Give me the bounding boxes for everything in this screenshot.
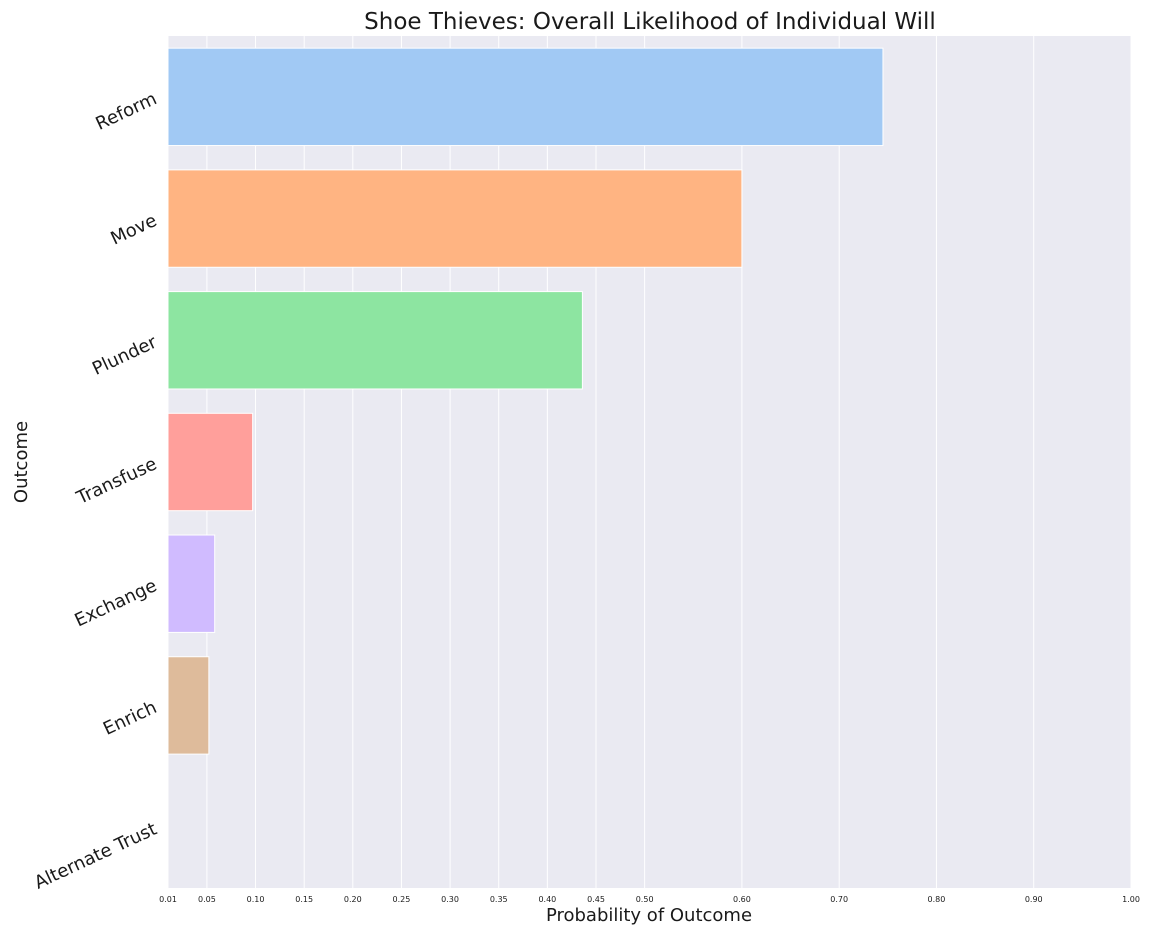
x-axis-label: Probability of Outcome [546, 905, 752, 926]
x-tick-label: 0.10 [247, 895, 265, 904]
x-tick-label: 0.90 [1025, 895, 1043, 904]
x-tick-label: 0.01 [159, 895, 177, 904]
chart-title: Shoe Thieves: Overall Likelihood of Indi… [364, 9, 936, 35]
x-tick-label: 0.70 [830, 895, 848, 904]
bar-transfuse [167, 412, 254, 512]
x-tick-label: 0.30 [441, 895, 459, 904]
bar-exchange [167, 534, 216, 633]
bar-plunder [167, 291, 583, 390]
x-tick-labels: 0.01 0.05 0.10 0.15 0.20 0.25 0.30 0.35 0.40 0.45… [159, 895, 1140, 904]
category-label: Exchange [72, 575, 161, 631]
category-label: Reform [93, 88, 161, 134]
x-tick-label: 0.80 [928, 895, 946, 904]
x-tick-label: 0.40 [538, 895, 556, 904]
bars [167, 47, 884, 755]
x-tick-label: 0.60 [733, 895, 751, 904]
x-tick-label: 0.25 [393, 895, 411, 904]
x-tick-label: 1.00 [1122, 895, 1140, 904]
plot-background [168, 36, 1131, 888]
y-axis-label: Outcome [11, 421, 32, 503]
category-labels: Reform Move Plunder Transfuse Exchange Enrich… [31, 88, 160, 893]
bar-reform [167, 47, 884, 147]
x-tick-label: 0.15 [295, 895, 313, 904]
x-tick-label: 0.20 [344, 895, 362, 904]
x-tick-label: 0.05 [198, 895, 216, 904]
category-label: Move [107, 210, 160, 249]
category-label: Enrich [100, 697, 160, 740]
x-tick-label: 0.50 [636, 895, 654, 904]
category-label: Transfuse [73, 453, 161, 509]
x-tick-label: 0.45 [587, 895, 605, 904]
category-label: Alternate Trust [31, 819, 160, 894]
bar-move [167, 169, 743, 268]
category-label: Plunder [89, 332, 161, 380]
bar-enrich [167, 656, 210, 755]
x-tick-label: 0.35 [490, 895, 508, 904]
